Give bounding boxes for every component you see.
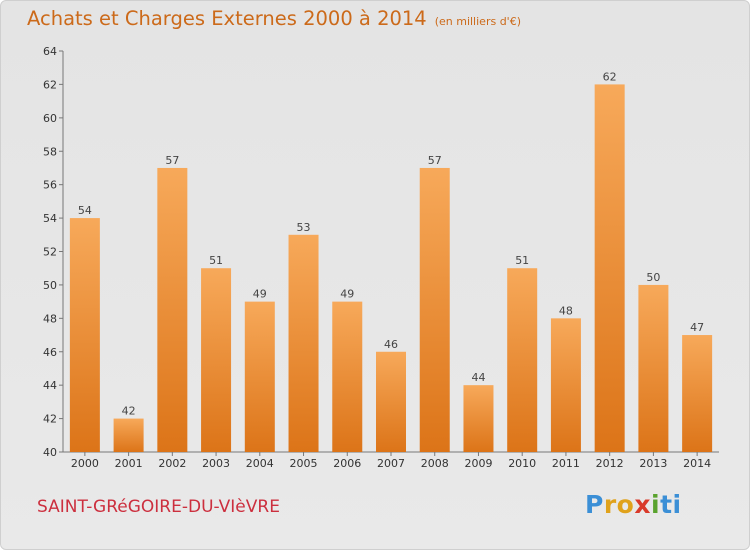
bar-value-label: 51: [515, 254, 529, 267]
y-tick-label: 44: [43, 379, 57, 392]
y-tick-label: 52: [43, 246, 57, 259]
logo-letter: i: [672, 490, 682, 519]
x-tick-label: 2008: [421, 457, 449, 470]
chart-unit: (en milliers d'€): [434, 15, 521, 28]
bar: [507, 268, 538, 452]
bar-value-label: 44: [471, 371, 485, 384]
bar: [463, 385, 494, 452]
bar-value-label: 49: [340, 288, 354, 301]
bar-value-label: 47: [690, 321, 704, 334]
y-tick-label: 54: [43, 212, 57, 225]
logo-letter: i: [651, 490, 661, 519]
y-tick-label: 62: [43, 78, 57, 91]
bar-value-label: 50: [646, 271, 660, 284]
x-tick-label: 2014: [683, 457, 711, 470]
x-tick-label: 2000: [71, 457, 99, 470]
bar: [376, 351, 406, 452]
bar: [244, 301, 275, 452]
bar: [332, 301, 363, 452]
logo-letter: t: [660, 490, 673, 519]
bar-value-label: 54: [78, 204, 92, 217]
bar: [594, 84, 625, 453]
y-tick-label: 50: [43, 279, 57, 292]
bar-value-label: 42: [122, 405, 136, 418]
y-tick-label: 64: [43, 45, 57, 58]
y-tick-label: 48: [43, 312, 57, 325]
bar: [419, 167, 450, 453]
x-tick-label: 2001: [115, 457, 143, 470]
x-tick-label: 2010: [508, 457, 536, 470]
bar: [288, 234, 319, 452]
bar-value-label: 57: [165, 154, 179, 167]
bar: [201, 268, 232, 452]
chart-title: Achats et Charges Externes 2000 à 2014 (e…: [27, 7, 521, 30]
bar: [638, 284, 669, 452]
x-tick-label: 2002: [158, 457, 186, 470]
y-tick-label: 58: [43, 145, 57, 158]
x-tick-label: 2007: [377, 457, 405, 470]
logo-letter: o: [616, 490, 635, 519]
bar: [682, 335, 713, 452]
y-tick-label: 46: [43, 346, 57, 359]
logo-letter: r: [603, 490, 617, 519]
chart-title-text: Achats et Charges Externes 2000 à 2014: [27, 7, 427, 30]
x-tick-label: 2012: [596, 457, 624, 470]
x-tick-label: 2011: [552, 457, 580, 470]
bar: [157, 167, 188, 453]
y-tick-label: 42: [43, 413, 57, 426]
bar: [550, 318, 581, 452]
bar-value-label: 51: [209, 254, 223, 267]
x-tick-label: 2003: [202, 457, 230, 470]
x-tick-label: 2004: [246, 457, 274, 470]
x-tick-label: 2009: [464, 457, 492, 470]
logo-letter: P: [585, 490, 604, 519]
bar-value-label: 62: [603, 70, 617, 83]
x-tick-label: 2005: [290, 457, 318, 470]
x-tick-label: 2006: [333, 457, 361, 470]
bar-value-label: 49: [253, 288, 267, 301]
commune-name: SAINT-GRéGOIRE-DU-VIèVRE: [37, 497, 280, 517]
logo-letter: x: [634, 490, 651, 519]
bar-value-label: 48: [559, 304, 573, 317]
y-tick-label: 56: [43, 179, 57, 192]
y-tick-label: 60: [43, 112, 57, 125]
bar-value-label: 57: [428, 154, 442, 167]
bar-value-label: 46: [384, 338, 398, 351]
bar: [69, 218, 100, 452]
x-tick-label: 2013: [639, 457, 667, 470]
bar: [113, 418, 144, 452]
y-tick-label: 40: [43, 446, 57, 459]
proxiti-logo: Proxiti: [585, 490, 682, 519]
bar-value-label: 53: [297, 221, 311, 234]
